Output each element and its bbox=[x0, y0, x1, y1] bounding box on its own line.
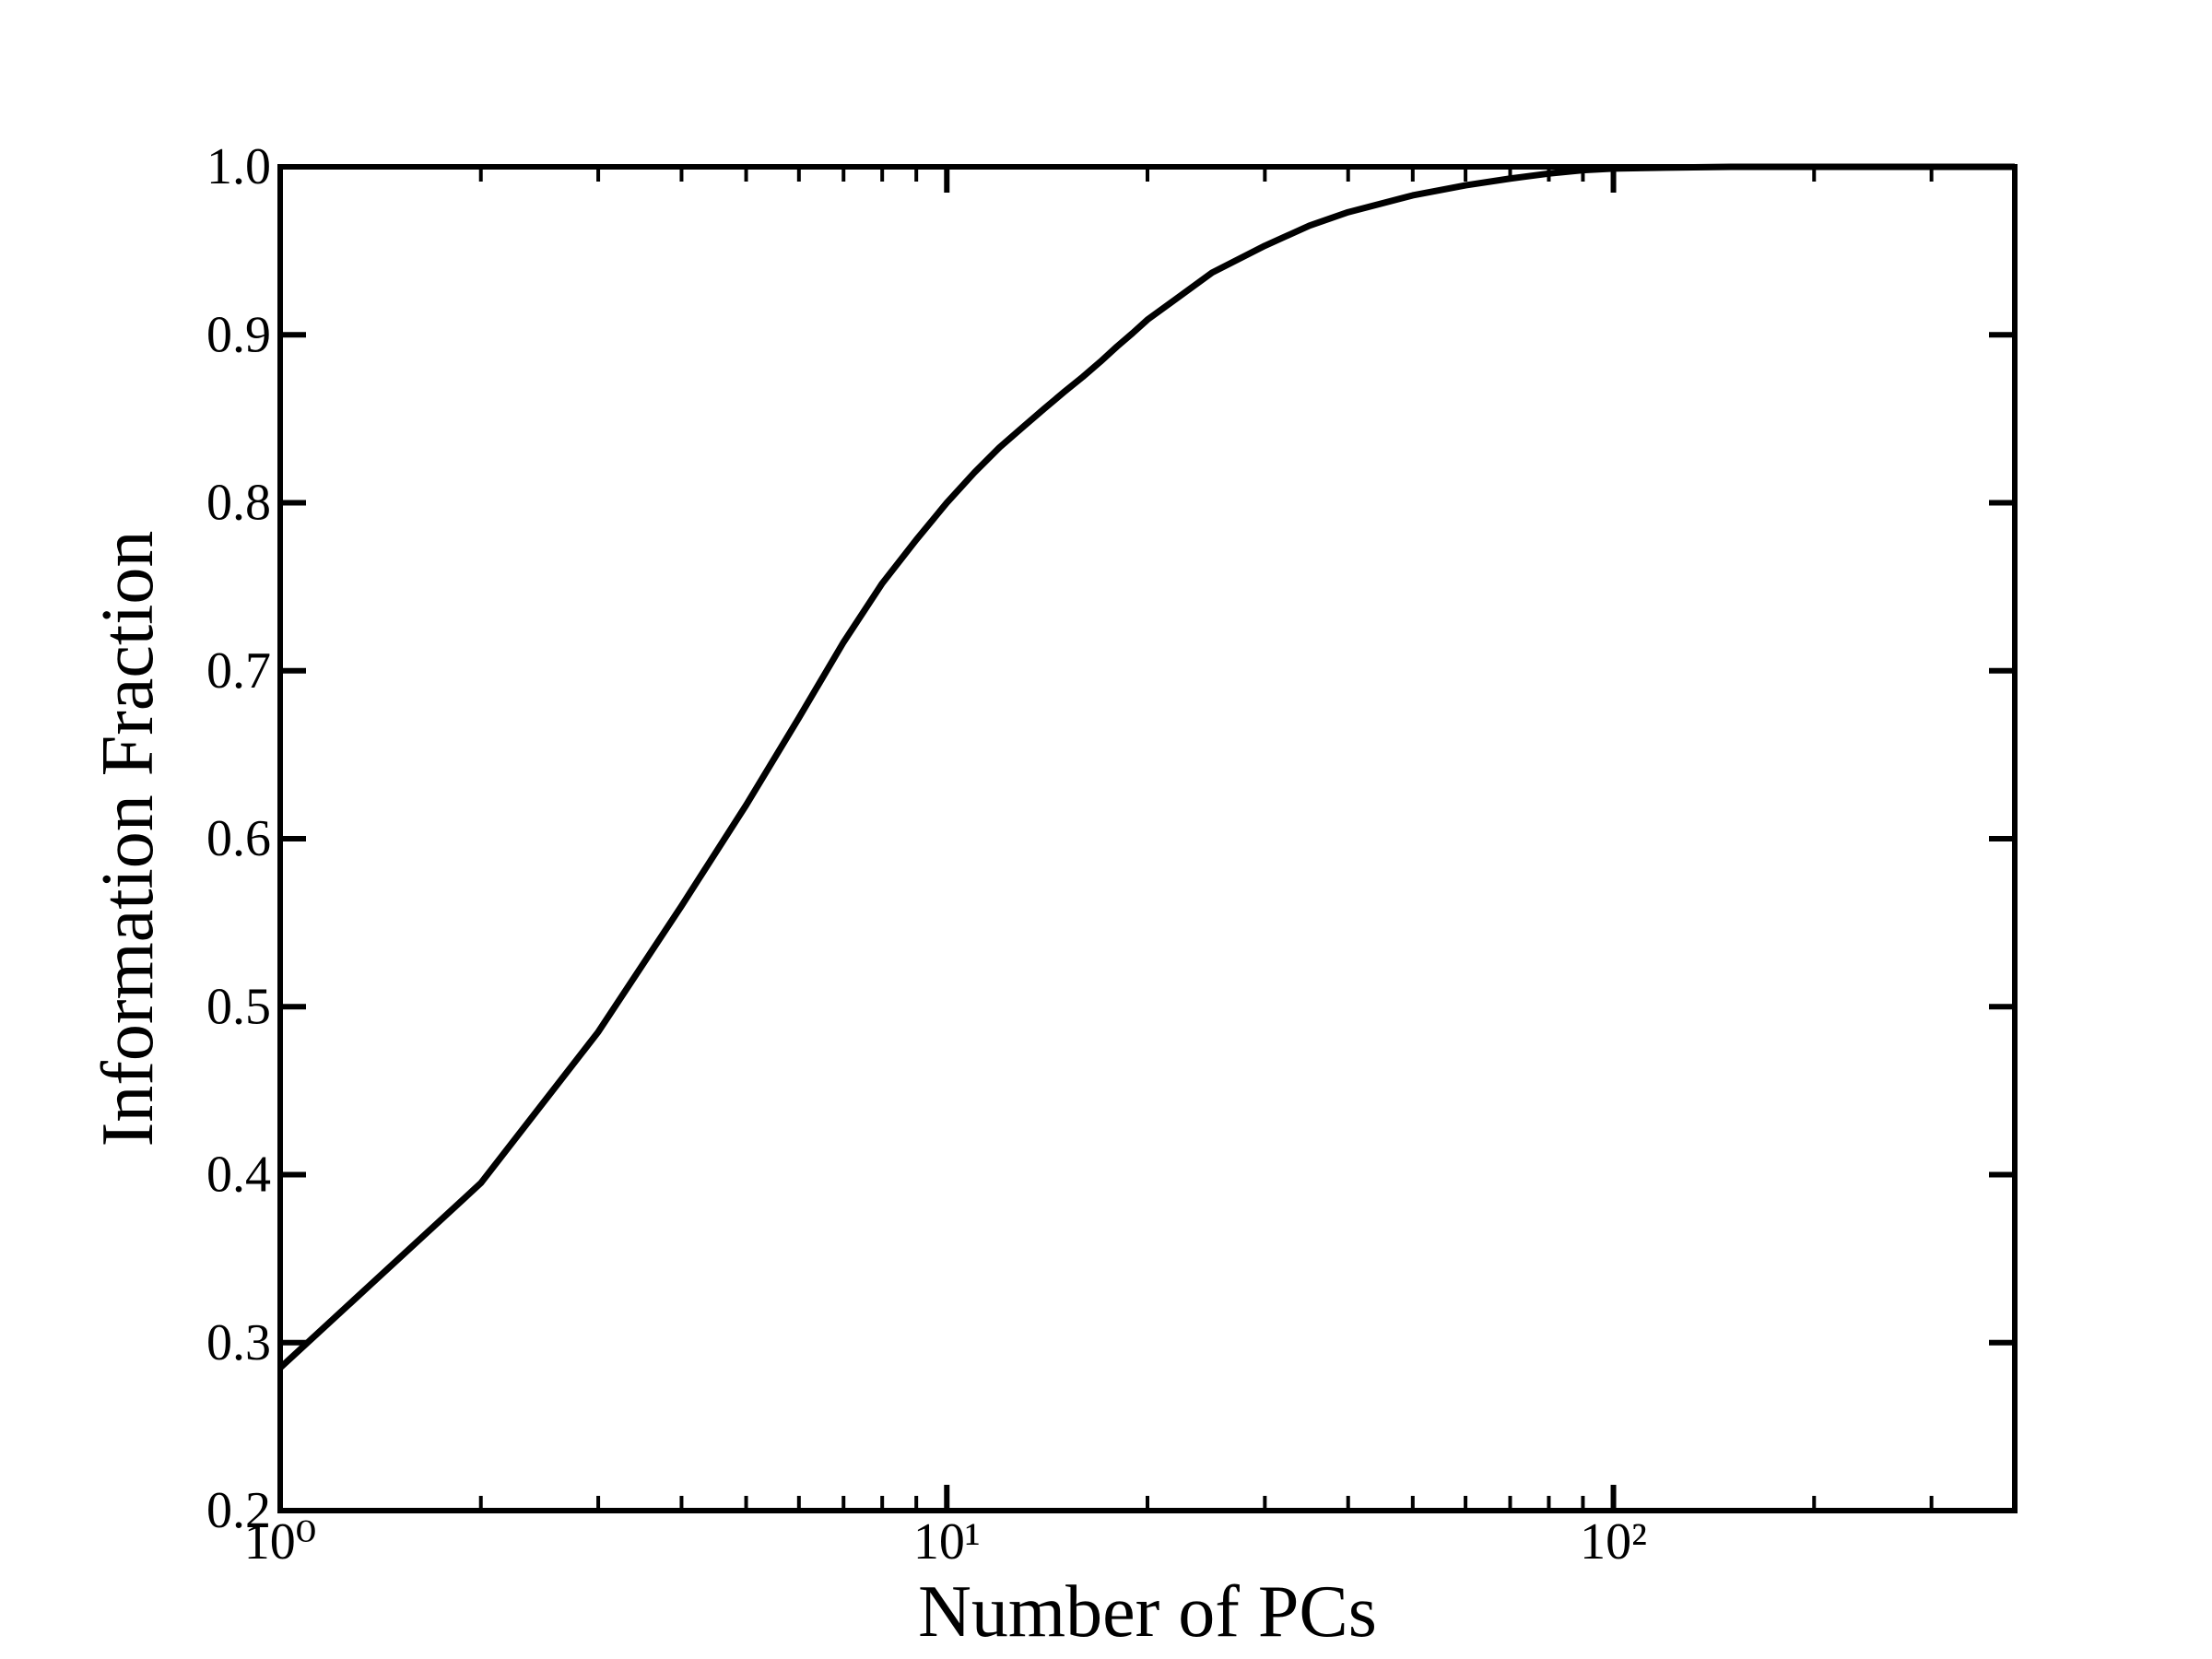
y-tick-label: 0.7 bbox=[206, 642, 271, 700]
y-axis-label: Information Fraction bbox=[88, 531, 169, 1147]
y-tick-label: 0.8 bbox=[206, 475, 271, 532]
y-tick-label: 0.6 bbox=[206, 810, 271, 867]
data-line bbox=[277, 163, 2015, 1371]
y-tick-label: 0.3 bbox=[206, 1314, 271, 1371]
x-tick-label: 10¹ bbox=[913, 1513, 981, 1571]
y-tick-label: 0.9 bbox=[206, 306, 271, 363]
plot-frame bbox=[277, 164, 2018, 1513]
x-axis-label: Number of PCs bbox=[918, 1571, 1377, 1653]
y-tick-label: 0.4 bbox=[206, 1147, 271, 1204]
x-tick-label: 10² bbox=[1580, 1513, 1647, 1571]
y-tick-label: 1.0 bbox=[206, 138, 271, 195]
x-tick-label: 10⁰ bbox=[244, 1513, 316, 1571]
y-tick-label: 0.5 bbox=[206, 978, 271, 1035]
y-tick-label: 0.2 bbox=[206, 1482, 271, 1539]
